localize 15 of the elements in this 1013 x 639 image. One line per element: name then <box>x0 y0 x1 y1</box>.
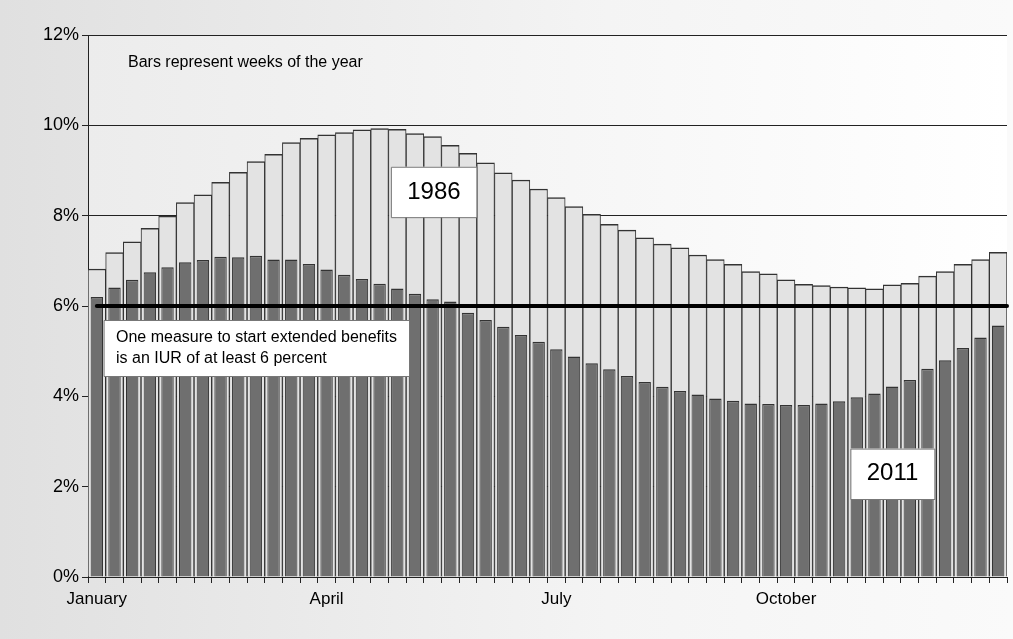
y-tick-label: 0% <box>52 565 79 586</box>
annotation: Bars represent weeks of the year <box>128 53 364 71</box>
x-tick-label: January <box>66 588 128 608</box>
series-label: 2011 <box>866 458 919 486</box>
x-tick-label: October <box>755 588 817 608</box>
ref-line-label: One measure to start extended benefits is an IUR of at least 6 percent <box>116 328 398 366</box>
y-tick-label: 12% <box>42 23 79 44</box>
y-tick-label: 2% <box>52 475 79 496</box>
x-tick-label: July <box>541 588 572 608</box>
y-tick-label: 6% <box>52 294 79 315</box>
y-tick-label: 4% <box>52 385 79 406</box>
y-tick-label: 10% <box>42 114 79 135</box>
y-tick-label: 8% <box>52 204 79 225</box>
x-tick-label: April <box>309 588 344 608</box>
series-label: 1986 <box>407 176 461 204</box>
